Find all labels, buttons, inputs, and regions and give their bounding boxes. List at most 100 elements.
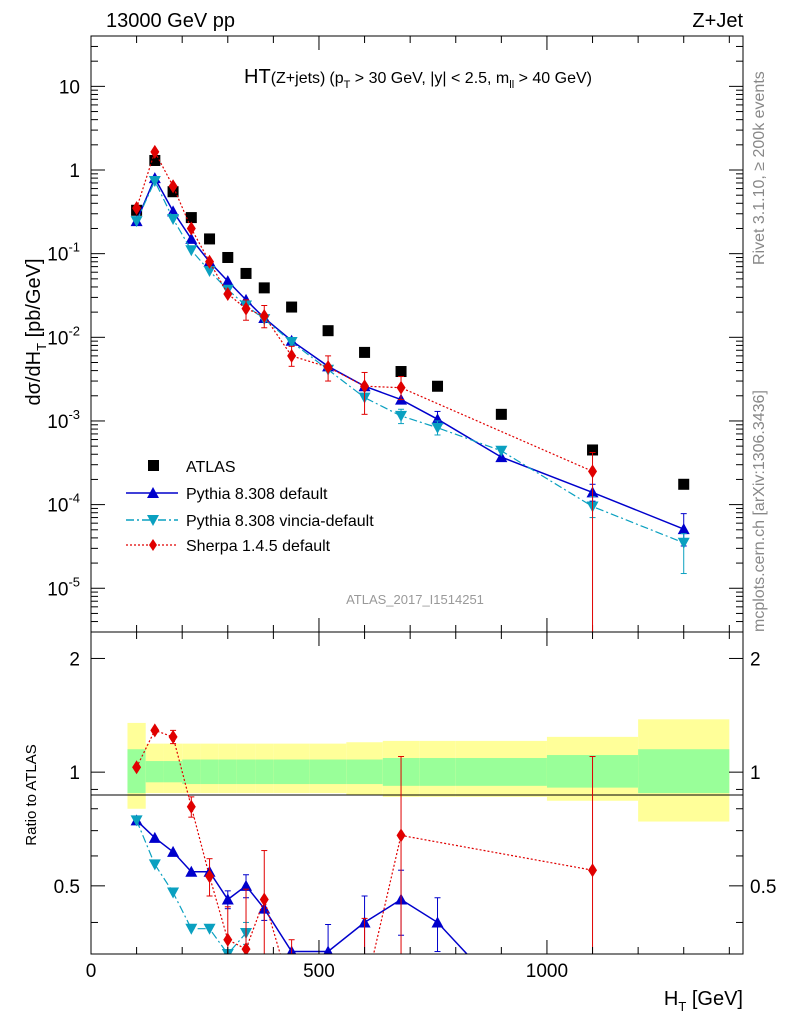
y-axis-label-unit: [pb/GeV] xyxy=(23,258,45,343)
data-point xyxy=(359,346,371,358)
uncertainty-band-inner xyxy=(145,761,164,783)
ratio-point xyxy=(185,865,198,877)
header-left: 13000 GeV pp xyxy=(106,10,235,32)
data-point xyxy=(395,366,407,378)
data-point xyxy=(223,286,233,301)
data-point xyxy=(185,212,197,224)
legend-entry-pythia: Pythia 8.308 default xyxy=(126,486,328,503)
legend-label-atlas: ATLAS xyxy=(186,459,236,476)
ratio-y-axis-label: Ratio to ATLAS xyxy=(23,744,40,845)
y-axis-label-main: dσ/dH xyxy=(23,351,45,406)
ratio-point xyxy=(240,879,253,891)
ratio-point xyxy=(148,831,161,843)
data-point xyxy=(132,201,142,216)
data-point xyxy=(495,445,508,457)
ratio-y-tick-label-right: 0.5 xyxy=(750,877,776,898)
main-series-layer xyxy=(130,144,690,632)
ratio-point xyxy=(223,932,233,947)
data-point xyxy=(286,301,298,313)
ratio-point xyxy=(241,942,251,954)
ratio-y-tick-label: 0.5 xyxy=(54,877,80,898)
main-panel: 10-5 10-4 10-3 10-2 10-1 1 10 xyxy=(47,35,744,633)
ratio-point xyxy=(148,859,161,871)
data-point xyxy=(396,380,406,395)
data-point xyxy=(148,175,161,187)
data-point xyxy=(677,537,690,549)
y-axis-label: dσ/dHT [pb/GeV] xyxy=(23,258,49,405)
y-tick-label: 10-4 xyxy=(47,491,80,517)
x-tick-label: 0 xyxy=(86,961,97,982)
uncertainty-band-inner xyxy=(638,749,730,794)
data-point xyxy=(322,325,334,337)
ratio-y-tick-label-right: 1 xyxy=(750,763,761,784)
legend-marker-vincia xyxy=(147,515,159,526)
data-point xyxy=(258,282,270,294)
ratio-point xyxy=(205,869,215,884)
data-point xyxy=(588,464,598,479)
y-tick-label: 10-2 xyxy=(47,323,80,349)
data-point xyxy=(167,213,180,225)
legend-entry-vincia: Pythia 8.308 vincia-default xyxy=(126,513,374,530)
y-axis-label-sub: T xyxy=(34,343,49,351)
data-point xyxy=(431,422,444,434)
legend-label-sherpa: Sherpa 1.4.5 default xyxy=(186,538,331,555)
uncertainty-band-inner xyxy=(419,758,456,786)
data-point xyxy=(203,266,216,278)
side-label-rivet: Rivet 3.1.10, ≥ 200k events xyxy=(751,71,768,265)
data-point xyxy=(287,348,297,363)
ratio-point xyxy=(167,887,180,899)
series-3 xyxy=(132,144,598,632)
data-point xyxy=(150,144,160,159)
uncertainty-band-inner xyxy=(163,761,183,783)
data-point xyxy=(205,254,215,269)
ratio-point xyxy=(150,723,160,738)
legend-entry-sherpa: Sherpa 1.4.5 default xyxy=(126,538,331,555)
uncertainty-band-inner xyxy=(273,759,310,785)
data-point xyxy=(677,523,690,535)
title-sub: (Z+jets) xyxy=(271,70,326,87)
ratio-panel: 0.5 0.5 1 1 2 2 0 500 1000 xyxy=(54,631,776,982)
data-point xyxy=(149,154,161,166)
ratio-point xyxy=(132,760,142,775)
title-main: HT xyxy=(244,66,271,88)
legend-marker-atlas xyxy=(148,460,159,471)
data-point xyxy=(168,179,178,194)
ratio-frame xyxy=(90,631,744,955)
ratio-point xyxy=(396,828,406,843)
series-line xyxy=(135,176,684,530)
ratio-bands xyxy=(127,719,730,822)
data-point xyxy=(240,267,252,279)
series-0 xyxy=(131,154,690,490)
data-point xyxy=(130,216,143,228)
x-axis-label-sub: T xyxy=(678,999,686,1014)
ratio-point xyxy=(588,863,598,878)
analysis-label: ATLAS_2017_I1514251 xyxy=(346,592,484,607)
data-point xyxy=(360,379,370,394)
ratio-series-0 xyxy=(130,814,468,954)
plot-title: HT(Z+jets) (pT > 30 GeV, |y| < 2.5, mll >… xyxy=(244,66,592,91)
legend-marker-pythia xyxy=(147,487,159,498)
uncertainty-band-inner xyxy=(182,759,201,785)
ratio-point xyxy=(185,923,198,935)
data-point xyxy=(259,308,269,323)
uncertainty-band-inner xyxy=(200,759,219,785)
uncertainty-band-inner xyxy=(346,759,383,785)
ratio-point xyxy=(323,945,333,954)
ratio-y-tick-label-right: 2 xyxy=(750,649,761,670)
data-point xyxy=(222,251,234,263)
ratio-series-1 xyxy=(130,815,253,954)
ratio-point xyxy=(203,923,216,935)
y-tick-label: 10-3 xyxy=(47,407,80,433)
uncertainty-band-inner xyxy=(255,759,274,785)
side-label-mcplots: mcplots.cern.ch [arXiv:1306.3436] xyxy=(751,390,768,632)
title-rest2: > 30 GeV, |y| < 2.5, m xyxy=(350,70,509,87)
ratio-point xyxy=(130,815,143,827)
data-point xyxy=(241,301,251,316)
x-tick-label: 1000 xyxy=(526,961,568,982)
ratio-point xyxy=(431,916,444,928)
ratio-series-layer xyxy=(130,723,598,954)
ratio-series-group xyxy=(130,723,598,954)
ratio-y-tick-label: 1 xyxy=(69,763,80,784)
header-right: Z+Jet xyxy=(692,10,743,32)
